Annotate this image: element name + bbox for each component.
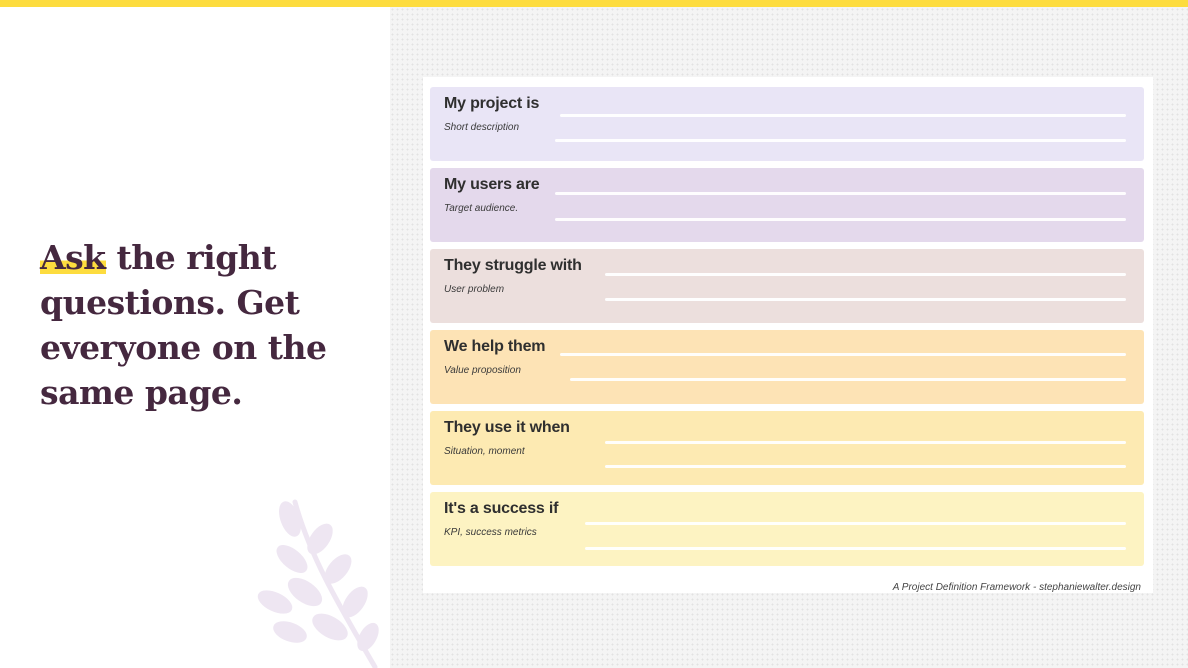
- row-label: They use it when: [444, 419, 574, 437]
- row-sub: Situation, moment: [444, 446, 525, 457]
- write-line: [605, 441, 1126, 444]
- top-accent-bar: [0, 0, 1188, 7]
- row-sub: Value proposition: [444, 365, 521, 376]
- framework-row-users: My users are Target audience.: [430, 168, 1144, 242]
- plant-decoration-icon: [257, 499, 379, 668]
- row-sub: Target audience.: [444, 203, 519, 214]
- write-line: [560, 353, 1126, 356]
- row-sub: KPI, success metrics: [444, 527, 537, 538]
- left-panel: Ask the right questions. Get everyone on…: [0, 7, 390, 668]
- framework-row-value: We help them Value proposition: [430, 330, 1144, 404]
- headline-highlight: Ask: [40, 238, 106, 277]
- write-line: [605, 298, 1126, 301]
- row-label: They struggle with: [444, 257, 586, 275]
- write-line: [560, 114, 1126, 117]
- framework-row-problem: They struggle with User problem: [430, 249, 1144, 323]
- write-line: [585, 547, 1126, 550]
- framework-credit: A Project Definition Framework - stephan…: [892, 582, 1141, 593]
- write-line: [555, 192, 1126, 195]
- write-line: [605, 465, 1126, 468]
- row-label: My users are: [444, 176, 544, 194]
- framework-row-success: It's a success if KPI, success metrics: [430, 492, 1144, 566]
- write-line: [570, 378, 1126, 381]
- framework-row-situation: They use it when Situation, moment: [430, 411, 1144, 485]
- write-line: [555, 218, 1126, 221]
- framework-row-project: My project is Short description: [430, 87, 1144, 161]
- row-sub: User problem: [444, 284, 505, 295]
- write-line: [555, 139, 1126, 142]
- write-line: [585, 522, 1126, 525]
- row-label: We help them: [444, 338, 550, 356]
- row-sub: Short description: [444, 122, 520, 133]
- headline: Ask the right questions. Get everyone on…: [40, 235, 370, 415]
- framework-panel: My project is Short description My users…: [390, 7, 1188, 668]
- row-label: It's a success if: [444, 500, 563, 518]
- framework-card: My project is Short description My users…: [423, 77, 1153, 593]
- headline-rest: the right questions. Get everyone on the…: [40, 238, 327, 412]
- row-label: My project is: [444, 95, 544, 113]
- write-line: [605, 273, 1126, 276]
